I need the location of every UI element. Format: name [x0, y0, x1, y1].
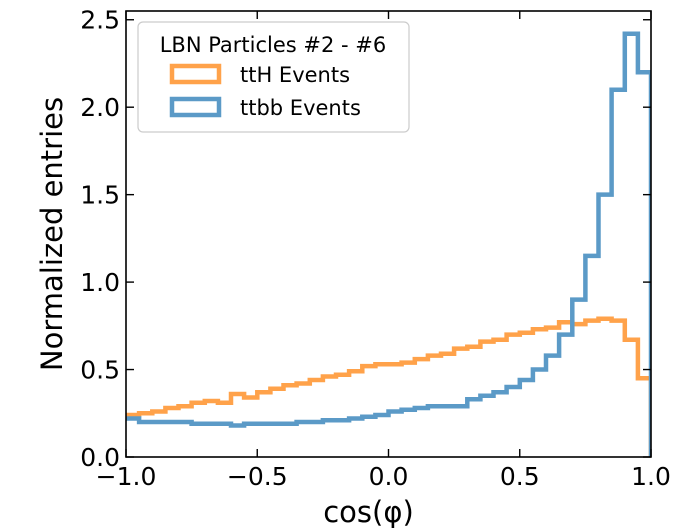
y-tick-label: 1.0: [80, 268, 120, 297]
legend-label-tth: ttH Events: [240, 63, 350, 87]
series-ttbb-line: [126, 31, 651, 457]
x-tick-label: 0.0: [369, 462, 409, 491]
y-tick-label: 0.0: [80, 443, 120, 472]
legend: LBN Particles #2 - #6 ttH Events ttbb Even…: [137, 21, 410, 133]
y-tick-label: 2.0: [80, 93, 120, 122]
axes: −1.0 −0.5 0.0 0.5 1.0 0.0 0.5 1.0 1.5 2.0 2.5 cos(φ…: [35, 6, 671, 529]
x-tick-label: −1.0: [96, 462, 157, 491]
legend-swatch-ttbb: [169, 96, 222, 118]
x-tick-label: 1.0: [631, 462, 671, 491]
legend-label-ttbb: ttbb Events: [240, 96, 361, 120]
y-axis-title: Normalized entries: [35, 97, 69, 371]
y-tick-label: 0.5: [80, 356, 120, 385]
legend-title: LBN Particles #2 - #6: [160, 33, 387, 57]
x-tick-label: 0.5: [500, 462, 540, 491]
x-axis-title: cos(φ): [323, 495, 414, 529]
series-tth-line: [126, 316, 651, 457]
y-tick-label: 1.5: [80, 181, 120, 210]
legend-box: [137, 21, 410, 133]
y-tick-label: 2.5: [80, 6, 120, 35]
x-tick-label: −0.5: [227, 462, 288, 491]
plot-area: [126, 31, 651, 457]
legend-swatch-tth: [169, 63, 222, 85]
